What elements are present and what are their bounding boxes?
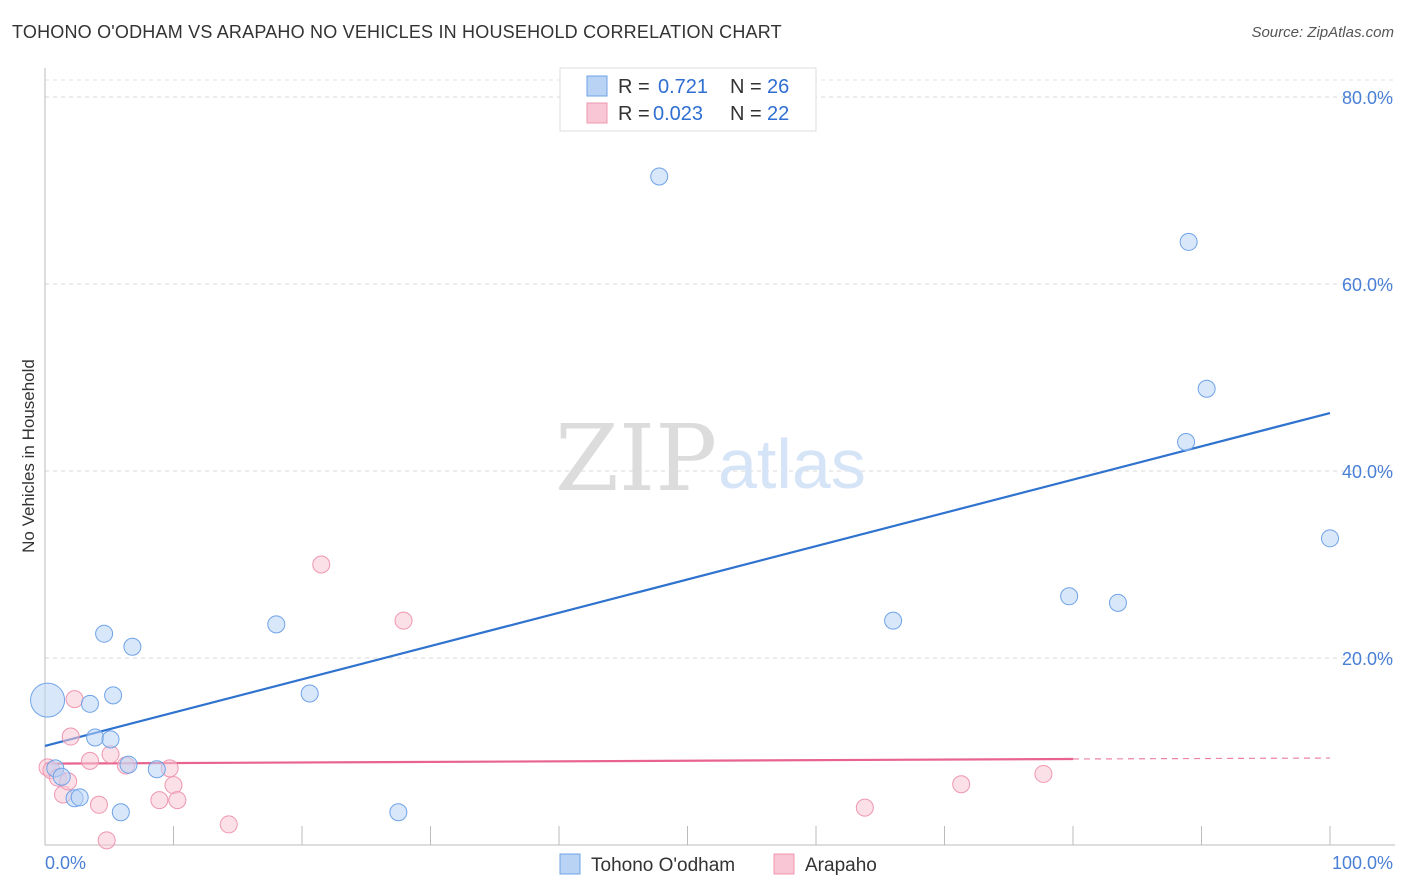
legend-r-label-1: R =	[618, 76, 650, 98]
point-arapaho	[1034, 764, 1053, 783]
point-tohono	[30, 682, 66, 718]
series-legend: Tohono O'odham Arapaho	[559, 853, 877, 876]
point-tohono	[86, 728, 105, 747]
point-tohono	[884, 611, 903, 630]
watermark-atlas: atlas	[718, 425, 866, 503]
legend-r-value-1: 0.721	[658, 76, 708, 98]
point-arapaho	[855, 798, 874, 817]
point-tohono	[111, 803, 130, 822]
y-tick-label-2: 40.0%	[1342, 462, 1393, 482]
point-arapaho	[219, 815, 238, 834]
chart-title: TOHONO O'ODHAM VS ARAPAHO NO VEHICLES IN…	[12, 22, 782, 42]
x-tick-labels: 0.0% 100.0%	[45, 853, 1393, 873]
point-tohono	[1060, 587, 1079, 606]
x-tick-label-max: 100.0%	[1332, 853, 1393, 873]
y-tick-label-1: 20.0%	[1342, 649, 1393, 669]
point-arapaho	[97, 831, 116, 850]
point-arapaho	[164, 776, 183, 795]
data-points	[30, 167, 1339, 850]
point-arapaho	[89, 795, 108, 814]
point-tohono	[267, 615, 286, 634]
point-tohono	[104, 686, 123, 705]
trend-line-arapaho	[44, 757, 1074, 765]
axes	[44, 68, 1395, 846]
point-tohono	[389, 803, 408, 822]
point-tohono	[300, 684, 319, 703]
source-credit: Source: ZipAtlas.com	[1251, 24, 1394, 41]
point-tohono	[80, 694, 99, 713]
legend-n-label-2: N =	[730, 103, 762, 125]
point-arapaho	[150, 791, 169, 810]
point-arapaho	[80, 751, 99, 770]
trend-line-tohono	[44, 411, 1331, 747]
y-tick-labels: 20.0% 40.0% 60.0% 80.0%	[1342, 88, 1393, 669]
y-tick-label-3: 60.0%	[1342, 275, 1393, 295]
point-arapaho	[952, 775, 971, 794]
point-tohono	[147, 760, 166, 779]
series-legend-label-tohono: Tohono O'odham	[591, 855, 735, 876]
legend-swatch-arapaho	[586, 102, 608, 124]
legend-n-value-1: 26	[767, 76, 789, 98]
point-tohono	[70, 788, 89, 807]
point-tohono	[123, 637, 142, 656]
point-tohono	[95, 624, 114, 643]
legend-n-value-2: 22	[767, 103, 789, 125]
point-tohono	[1197, 379, 1216, 398]
trend-lines	[44, 411, 1331, 765]
point-arapaho	[312, 555, 331, 574]
point-arapaho	[101, 745, 120, 764]
series-legend-swatch-arapaho	[773, 853, 795, 875]
point-arapaho	[65, 690, 84, 709]
point-tohono	[1321, 529, 1339, 548]
legend-r-label-2: R =	[618, 103, 650, 125]
legend-n-label-1: N =	[730, 76, 762, 98]
x-tick-label-min: 0.0%	[45, 853, 86, 873]
y-tick-label-4: 80.0%	[1342, 88, 1393, 108]
point-arapaho	[61, 727, 80, 746]
point-tohono	[52, 767, 71, 786]
point-arapaho	[168, 791, 187, 810]
point-tohono	[1108, 593, 1127, 612]
watermark: ZIP atlas	[555, 405, 866, 512]
stats-legend: R = 0.721 N = 26 R = 0.023 N = 22	[559, 67, 817, 132]
point-arapaho	[394, 611, 413, 630]
watermark-zip: ZIP	[555, 405, 717, 512]
point-tohono	[650, 167, 669, 186]
legend-r-value-2: 0.023	[653, 103, 703, 125]
y-axis-label: No Vehicles in Household	[19, 359, 38, 553]
legend-swatch-tohono	[586, 75, 608, 97]
series-legend-swatch-tohono	[559, 853, 581, 875]
point-tohono	[1177, 433, 1196, 452]
point-tohono	[101, 730, 120, 749]
trend-line-arapaho-extension	[1072, 757, 1331, 760]
point-tohono	[119, 755, 138, 774]
point-tohono	[1179, 232, 1198, 251]
series-legend-label-arapaho: Arapaho	[805, 855, 877, 876]
